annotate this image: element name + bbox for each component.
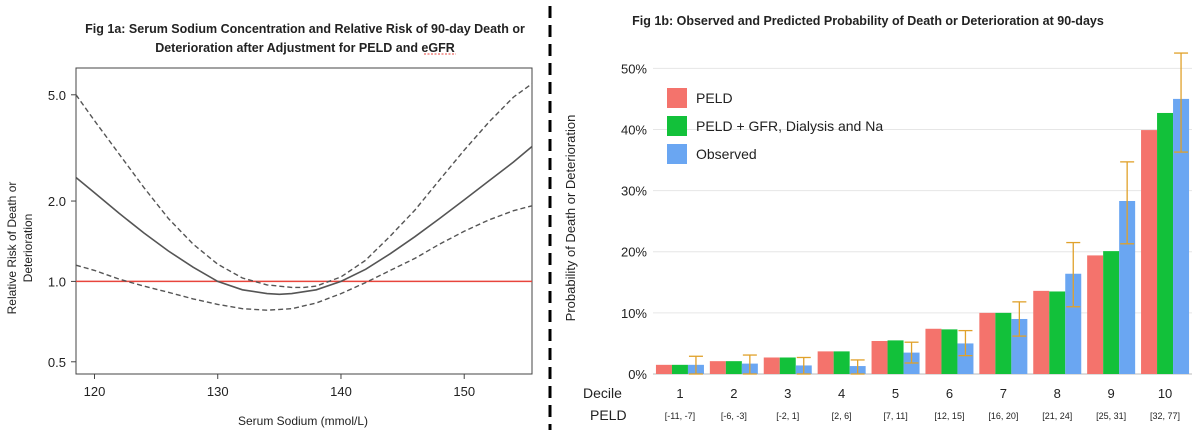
fig1b-y-axis-title-group: Probability of Death or Deterioration [563, 115, 578, 322]
fig1b-bar-peld-gfr-dialysis-na [833, 351, 850, 374]
fig1b-y-tick-label: 10% [621, 306, 647, 321]
fig1b-bar-peld [979, 312, 996, 374]
fig1b-legend-label-peld: PELD [696, 90, 733, 106]
fig1b-bar-observed [1173, 98, 1190, 374]
fig1b-bar-peld [1033, 290, 1050, 374]
fig1b-legend-label-peld-gfr-dialysis-na: PELD + GFR, Dialysis and Na [696, 118, 883, 134]
fig1b-error-bars [688, 52, 1189, 375]
fig1b-peld-range-label: [32, 77] [1150, 411, 1180, 421]
fig1a-plot-frame [75, 67, 533, 375]
fig1b-bar-peld [763, 357, 780, 374]
fig1b-bar-peld [925, 328, 942, 374]
fig1b-decile-label: 10 [1158, 386, 1172, 401]
fig1b-panel: Fig 1b: Observed and Predicted Probabili… [563, 14, 1192, 423]
fig1b-legend-swatch-peld [667, 88, 687, 108]
fig1b-peld-range-label: [25, 31] [1096, 411, 1126, 421]
fig1a-y-label-line2: Deterioration [21, 214, 35, 283]
fig1b-y-axis-title: Probability of Death or Deterioration [563, 115, 578, 322]
fig1a-y-tick-label: 2.0 [48, 194, 66, 209]
fig1b-bar-peld-gfr-dialysis-na [941, 329, 958, 374]
fig1b-peld-range-label: [12, 15] [934, 411, 964, 421]
fig1a-y-label-line1: Relative Risk of Death or [5, 182, 19, 315]
fig1b-bar-observed [1065, 273, 1082, 374]
fig1a-x-ticks: 120 130 140 150 [84, 374, 475, 399]
fig1a-x-tick-label: 150 [453, 384, 475, 399]
fig1b-bar-peld [1087, 255, 1104, 374]
fig1a-x-tick-label: 130 [207, 384, 229, 399]
fig1b-bar-peld-gfr-dialysis-na [671, 364, 688, 374]
fig1b-peld-range-label: [-11, -7] [665, 411, 695, 421]
fig1b-legend: PELD PELD + GFR, Dialysis and Na Observed [667, 88, 883, 164]
fig1b-peld-range-label: [2, 6] [832, 411, 852, 421]
fig1b-bar-peld-gfr-dialysis-na [779, 357, 796, 374]
fig1a-title-line2: Deterioration after Adjustment for PELD … [155, 41, 455, 55]
fig1b-bars [655, 98, 1190, 374]
fig1a-title-line1: Fig 1a: Serum Sodium Concentration and R… [85, 22, 525, 36]
fig1b-y-tick-label: 40% [621, 122, 647, 137]
fig1b-peld-row-label: PELD [590, 407, 627, 423]
fig1b-bar-peld [709, 361, 726, 374]
fig1b-x-labels: 1 [-11, -7] 2 [-6, -3] 3 [-2, 1] 4 [2, 6] 5 [7, 1… [665, 386, 1180, 421]
fig1b-legend-swatch-observed [667, 144, 687, 164]
fig1b-decile-label: 2 [730, 386, 737, 401]
fig1b-bar-observed [957, 343, 974, 374]
fig1a-y-axis-title: Relative Risk of Death or Deterioration [5, 182, 35, 315]
fig1b-legend-label-observed: Observed [696, 146, 757, 162]
fig1a-estimate-line [75, 145, 533, 296]
fig1b-y-tick-label: 50% [621, 61, 647, 76]
fig1b-peld-range-label: [16, 20] [988, 411, 1018, 421]
fig1b-bar-peld [871, 340, 888, 374]
fig1b-bar-peld-gfr-dialysis-na [887, 340, 904, 374]
fig1b-peld-range-label: [21, 24] [1042, 411, 1072, 421]
fig1b-bar-peld-gfr-dialysis-na [1103, 251, 1120, 374]
fig1a-x-tick-label: 120 [84, 384, 106, 399]
fig1a-y-ticks: 0.5 1.0 2.0 5.0 [48, 88, 76, 370]
fig1b-y-tick-label: 20% [621, 245, 647, 260]
fig1b-bar-peld-gfr-dialysis-na [1049, 291, 1066, 374]
fig1b-bar-peld [655, 364, 672, 374]
fig1b-decile-row-label: Decile [583, 385, 622, 401]
fig1b-bar-peld [817, 351, 834, 374]
fig1a-series-group [75, 83, 533, 311]
fig1b-peld-range-label: [7, 11] [883, 411, 907, 421]
fig1b-decile-label: 1 [676, 386, 683, 401]
fig1b-decile-label: 3 [784, 386, 791, 401]
fig1b-bar-observed [1011, 318, 1028, 374]
fig1a-y-tick-label: 5.0 [48, 88, 66, 103]
fig1a-x-tick-label: 140 [330, 384, 352, 399]
fig1a-y-tick-label: 1.0 [48, 274, 66, 289]
fig1b-y-tick-label: 0% [628, 367, 647, 382]
fig1a-panel: Fig 1a: Serum Sodium Concentration and R… [5, 22, 533, 428]
fig1a-upper-ci-line [75, 83, 533, 289]
fig1b-y-tick-label: 30% [621, 184, 647, 199]
fig1b-y-ticks: 0% 10% 20% 30% 40% 50% [621, 61, 647, 382]
fig1b-legend-swatch-peld-gfr-dialysis-na [667, 116, 687, 136]
fig1b-bar-peld-gfr-dialysis-na [995, 312, 1012, 374]
fig1b-peld-range-label: [-6, -3] [721, 411, 747, 421]
fig1b-decile-label: 5 [892, 386, 899, 401]
fig1b-bar-peld [1141, 130, 1158, 374]
fig1a-y-tick-label: 0.5 [48, 355, 66, 370]
fig1b-bar-peld-gfr-dialysis-na [1157, 112, 1174, 374]
fig1b-decile-label: 4 [838, 386, 845, 401]
fig1b-decile-label: 7 [1000, 386, 1007, 401]
fig1b-decile-label: 8 [1054, 386, 1061, 401]
fig1a-lower-ci-line [75, 205, 533, 311]
fig1b-title: Fig 1b: Observed and Predicted Probabili… [632, 14, 1104, 28]
fig1b-peld-range-label: [-2, 1] [776, 411, 799, 421]
fig1b-decile-label: 6 [946, 386, 953, 401]
fig1a-x-axis-title: Serum Sodium (mmol/L) [238, 414, 368, 428]
fig1b-decile-label: 9 [1108, 386, 1115, 401]
fig1b-bar-peld-gfr-dialysis-na [725, 361, 742, 374]
